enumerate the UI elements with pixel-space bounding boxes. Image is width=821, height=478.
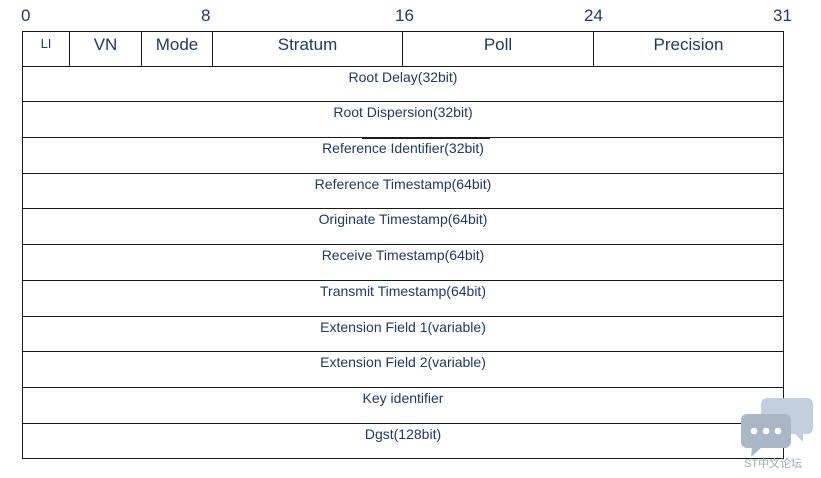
watermark-text: ST中文论坛 xyxy=(744,458,803,470)
field-poll: Poll xyxy=(402,31,594,67)
field-precision: Precision xyxy=(593,31,784,67)
field-reference-timestamp: Reference Timestamp(64bit) xyxy=(22,173,784,209)
field-extension-field-2: Extension Field 2(variable) xyxy=(22,351,784,388)
bit-label-8: 8 xyxy=(201,6,211,25)
bit-label-31: 31 xyxy=(773,6,792,25)
field-extension-field-1: Extension Field 1(variable) xyxy=(22,316,784,352)
bit-label-0: 0 xyxy=(21,6,31,25)
bit-label-16: 16 xyxy=(395,6,414,25)
field-li: LI xyxy=(22,31,70,67)
field-stratum: Stratum xyxy=(212,31,403,67)
field-dgst: Dgst(128bit) xyxy=(22,423,784,459)
field-root-dispersion: Root Dispersion(32bit) xyxy=(22,101,784,138)
field-mode: Mode xyxy=(141,31,213,67)
field-key-identifier: Key identifier xyxy=(22,387,784,424)
field-transmit-timestamp: Transmit Timestamp(64bit) xyxy=(22,280,784,317)
field-root-delay: Root Delay(32bit) xyxy=(22,66,784,102)
chat-bubbles-icon xyxy=(741,398,813,457)
bit-label-24: 24 xyxy=(584,6,603,25)
field-originate-timestamp: Originate Timestamp(64bit) xyxy=(22,208,784,245)
field-vn: VN xyxy=(69,31,142,67)
field-receive-timestamp: Receive Timestamp(64bit) xyxy=(22,244,784,281)
divider-line xyxy=(362,137,490,139)
field-reference-identifier: Reference Identifier(32bit) xyxy=(22,137,784,174)
ntp-packet-diagram: LI VN Mode Stratum Poll Precision Root D… xyxy=(22,31,784,459)
